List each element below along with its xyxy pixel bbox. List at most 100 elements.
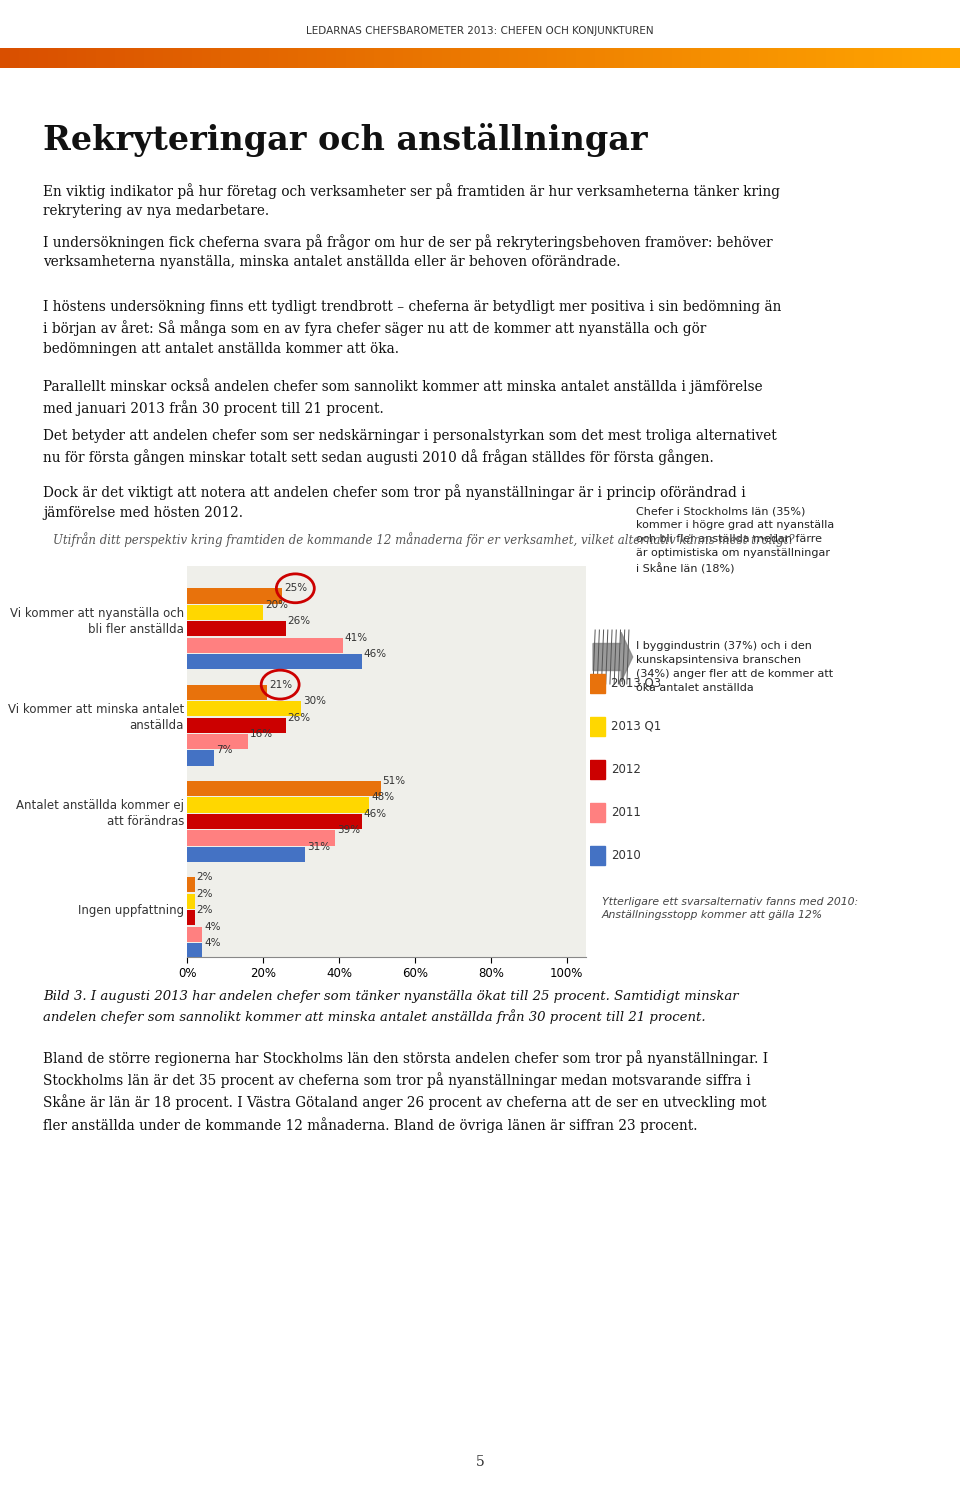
Bar — [269, 48, 278, 68]
Bar — [202, 48, 211, 68]
Bar — [590, 674, 606, 693]
Bar — [902, 48, 912, 68]
Bar — [576, 48, 586, 68]
Bar — [187, 782, 381, 796]
Bar — [480, 48, 490, 68]
Bar — [461, 48, 470, 68]
Text: Det betyder att andelen chefer som ser nedskärningar i personalstyrkan som det m: Det betyder att andelen chefer som ser n… — [43, 429, 777, 465]
Bar — [250, 48, 259, 68]
Bar — [854, 48, 864, 68]
Bar — [845, 48, 854, 68]
Bar — [566, 48, 576, 68]
Bar — [187, 717, 286, 732]
Bar — [826, 48, 835, 68]
Bar — [883, 48, 893, 68]
Bar — [355, 48, 365, 68]
Bar — [682, 48, 691, 68]
Text: 25%: 25% — [284, 584, 307, 594]
Text: 2011: 2011 — [612, 806, 641, 819]
Text: I höstens undersökning finns ett tydligt trendbrott – cheferna är betydligt mer : I höstens undersökning finns ett tydligt… — [43, 300, 781, 355]
Text: Bild 3. I augusti 2013 har andelen chefer som tänker nyanställa ökat till 25 pro: Bild 3. I augusti 2013 har andelen chefe… — [43, 990, 739, 1024]
Text: Vi kommer att minska antalet
anställda: Vi kommer att minska antalet anställda — [8, 704, 184, 732]
Text: 21%: 21% — [269, 680, 292, 690]
Text: 2012: 2012 — [612, 764, 641, 776]
Bar — [106, 48, 115, 68]
Bar — [413, 48, 422, 68]
Text: En viktig indikator på hur företag och verksamheter ser på framtiden är hur verk: En viktig indikator på hur företag och v… — [43, 183, 780, 219]
Bar — [394, 48, 403, 68]
Bar — [19, 48, 29, 68]
Bar — [336, 48, 346, 68]
Bar — [230, 48, 240, 68]
Bar — [58, 48, 67, 68]
Text: 26%: 26% — [288, 616, 311, 626]
Bar — [701, 48, 710, 68]
Bar — [614, 48, 624, 68]
Bar — [77, 48, 86, 68]
Bar — [624, 48, 634, 68]
Text: Bland de större regionerna har Stockholms län den största andelen chefer som tro: Bland de större regionerna har Stockholm… — [43, 1050, 768, 1132]
Bar — [187, 798, 370, 813]
Bar — [590, 846, 606, 864]
Text: 46%: 46% — [364, 650, 387, 658]
Bar — [557, 48, 566, 68]
Bar — [144, 48, 154, 68]
Text: Parallellt minskar också andelen chefer som sannolikt kommer att minska antalet : Parallellt minskar också andelen chefer … — [43, 378, 763, 416]
Bar — [221, 48, 230, 68]
Bar — [768, 48, 778, 68]
Text: 16%: 16% — [250, 729, 273, 740]
Bar — [538, 48, 547, 68]
Text: 46%: 46% — [364, 808, 387, 819]
Bar — [691, 48, 701, 68]
Text: 2%: 2% — [197, 888, 213, 898]
Bar — [288, 48, 298, 68]
Bar — [720, 48, 730, 68]
Bar — [547, 48, 557, 68]
Text: Dock är det viktigt att notera att andelen chefer som tror på nyanställningar är: Dock är det viktigt att notera att andel… — [43, 484, 746, 520]
Text: 51%: 51% — [383, 776, 406, 786]
Bar — [864, 48, 874, 68]
Bar — [187, 700, 301, 717]
Bar — [187, 894, 195, 909]
Text: 4%: 4% — [204, 921, 221, 932]
Bar — [187, 815, 362, 830]
Bar — [29, 48, 38, 68]
Bar — [499, 48, 509, 68]
Bar — [192, 48, 202, 68]
Bar — [787, 48, 797, 68]
Bar — [470, 48, 480, 68]
Bar — [187, 638, 343, 652]
Bar — [96, 48, 106, 68]
Text: 31%: 31% — [307, 842, 330, 852]
Bar — [509, 48, 518, 68]
Bar — [778, 48, 787, 68]
Bar — [259, 48, 269, 68]
Bar — [0, 48, 10, 68]
Bar — [941, 48, 950, 68]
Bar — [816, 48, 826, 68]
Bar — [182, 48, 192, 68]
Text: 20%: 20% — [265, 600, 288, 610]
Bar — [298, 48, 307, 68]
Text: Antalet anställda kommer ej
att förändras: Antalet anställda kommer ej att förändra… — [16, 800, 184, 828]
Text: 39%: 39% — [337, 825, 360, 836]
Bar — [187, 927, 203, 942]
Bar — [595, 48, 605, 68]
Bar — [590, 717, 606, 735]
Bar — [634, 48, 643, 68]
Bar — [326, 48, 336, 68]
Bar — [797, 48, 806, 68]
Bar — [835, 48, 845, 68]
Bar — [187, 654, 362, 669]
Bar — [653, 48, 662, 68]
Bar — [38, 48, 48, 68]
Bar — [125, 48, 134, 68]
Bar — [590, 760, 606, 778]
Bar — [154, 48, 163, 68]
Bar — [643, 48, 653, 68]
Bar — [605, 48, 614, 68]
Text: 26%: 26% — [288, 712, 311, 723]
Text: Ytterligare ett svarsalternativ fanns med 2010:
Anställningsstopp kommer att gäl: Ytterligare ett svarsalternativ fanns me… — [602, 897, 858, 920]
Bar — [528, 48, 538, 68]
Bar — [365, 48, 374, 68]
